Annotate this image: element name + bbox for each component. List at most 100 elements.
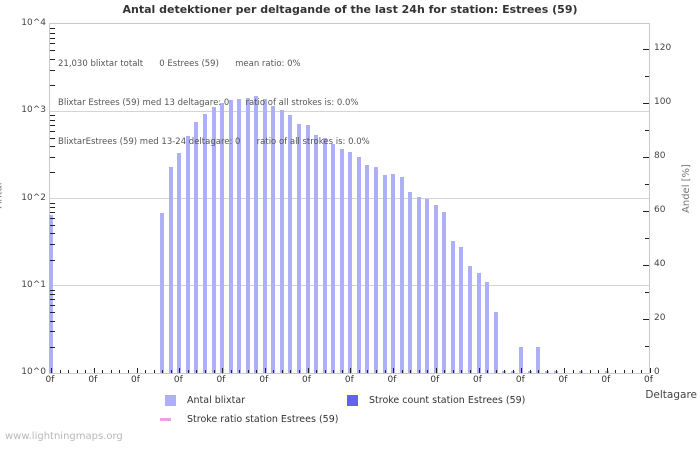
y-left-minor-tick [50,305,55,307]
x-tick-label: 0f [216,375,226,385]
x-axis-tick [598,370,600,373]
bar [382,175,387,373]
bar [493,312,498,373]
x-axis-tick [393,368,394,373]
y-left-minor-tick [50,212,55,213]
y-right-tick [643,211,649,212]
y-left-minor-tick [50,85,55,86]
bar [297,124,301,373]
plot-area: 21,030 blixtar totalt 0 Estrees (59) mea… [49,23,651,374]
y-left-minor-tick [50,146,55,147]
x-axis-tick [307,368,309,373]
y-left-minor-tick [50,233,55,235]
x-axis-tick [521,368,523,373]
y-right-tick-label: 120 [654,43,672,53]
x-tick-label: 0f [45,375,55,385]
bar [194,121,199,373]
bar [408,191,413,373]
x-axis-tick [487,370,489,373]
y-right-tick-label: 20 [654,313,666,323]
y-left-minor-tick [50,124,55,126]
x-axis-tick [239,370,241,373]
info-line-13-24: BlixtarEstrees (59) med 13-24 deltagare:… [58,137,370,147]
x-axis-tick [145,370,147,373]
legend-label: Antal blixtar [187,395,246,406]
bar [425,198,430,373]
x-axis-tick [581,370,583,373]
bar [416,196,421,373]
bar [314,135,319,373]
x-axis-tick [512,370,514,373]
y-left-tick-label: 10^0 [21,367,46,377]
x-axis-tick [632,370,634,373]
legend-label: Stroke count station Estrees (59) [369,395,526,406]
bar [322,138,327,373]
x-axis-tick [162,370,164,373]
x-axis-tick [256,370,258,373]
y-right-tick [645,130,649,131]
x-axis-tick [410,370,412,373]
info-line-13: Blixtar Estrees (59) med 13 deltagare: 0… [58,98,359,108]
x-axis-tick [435,368,437,373]
y-left-minor-tick [50,32,55,34]
x-axis-tick [247,370,249,373]
x-axis-tick [299,370,300,373]
x-axis-tick [384,370,386,373]
x-axis-tick [495,370,497,373]
y-left-minor-tick [50,130,55,132]
x-axis-tick [76,370,78,373]
bar [348,151,353,373]
x-tick-label: 0f [473,375,482,385]
y-right-tick [643,265,649,266]
x-axis-tick [546,370,548,373]
x-axis-tick [358,370,360,373]
watermark: www.lightningmaps.org [5,431,123,442]
bar [356,156,361,373]
y-left-minor-tick [50,115,55,117]
x-tick-label: 0f [515,375,525,385]
x-tick-label: 0f [131,375,140,385]
x-axis-tick [179,368,181,373]
bar [288,114,293,373]
bar [245,98,250,373]
bar [237,99,242,373]
x-axis-tick [230,370,232,373]
bar [168,166,173,373]
y-axis-left-title: Antal [0,182,5,209]
y-left-minor-tick [50,43,55,45]
y-left-tick-label: 10^2 [21,192,46,203]
x-tick-label: 0f [601,375,611,385]
bar [254,95,259,373]
y-left-minor-tick [50,119,55,121]
y-right-tick [643,49,649,50]
x-axis-tick [102,370,104,373]
y-left-minor-tick [50,217,55,219]
bar [177,153,182,373]
bar [373,166,378,373]
x-tick-label: 0f [259,375,269,385]
bar [279,110,284,373]
y-left-minor-tick [50,320,55,322]
x-tick-label: 0f [387,375,397,385]
y-left-tick-label: 10^4 [21,18,46,28]
y-left-minor-tick [50,50,55,52]
y-left-minor-tick [50,259,55,261]
y-left-minor-tick [50,207,55,208]
x-axis-tick [615,370,617,373]
y-left-minor-tick [50,299,55,301]
legend-label: Stroke ratio station Estrees (59) [187,414,339,425]
y-left-minor-tick [50,312,55,313]
x-tick-label: 0f [558,375,568,385]
x-tick-label: 0f [344,375,354,385]
y-left-minor-tick [50,331,55,333]
x-axis-tick [375,370,377,373]
x-axis-tick [68,370,70,373]
y-left-minor-tick [50,69,55,71]
y-left-tick-label: 10^3 [21,105,46,116]
x-axis-tick [222,368,223,373]
bar [468,265,472,373]
x-axis-tick [427,370,429,373]
y-left-minor-tick [50,137,55,139]
bar [228,100,233,373]
x-tick-label: 0f [88,375,98,385]
